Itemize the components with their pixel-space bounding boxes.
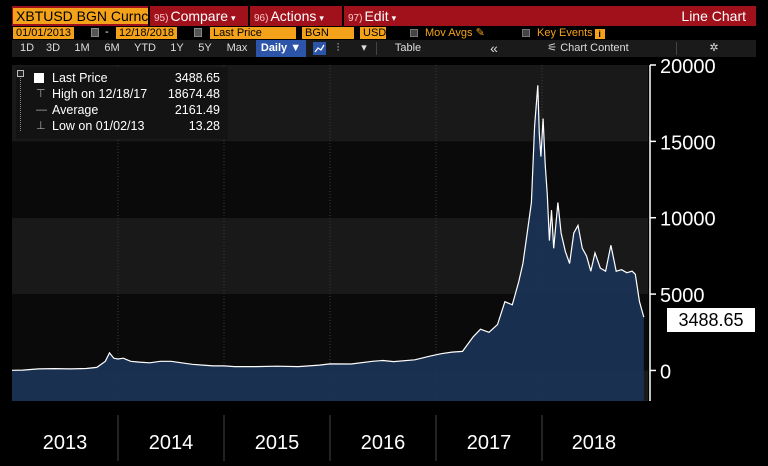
gear-icon[interactable]: ✲ [709,42,719,54]
bar-chart-icon[interactable]: ⫶ [336,42,340,54]
x-tick-label: 2018 [572,432,617,454]
chart-content-button[interactable]: ⚟ Chart Content [547,42,629,54]
chart-legend[interactable]: Last Price 3488.65 ⊤ High on 12/18/17 18… [16,67,228,139]
x-tick-label: 2016 [361,432,406,454]
period-1d[interactable]: 1D [19,42,35,54]
price-area-fill [12,85,644,402]
y-tick-label: 5000 [660,285,705,307]
white-swatch-icon [34,73,44,83]
line-chart-icon[interactable] [313,42,326,55]
chevron-down-icon: ▾ [391,13,397,23]
period-3d[interactable]: 3D [45,42,61,54]
legend-label: Average [52,103,99,117]
actions-menu[interactable]: 96) Actions ▾ [248,6,328,26]
y-tick-label: 20000 [660,57,716,78]
date-range-dash: - [105,26,109,38]
legend-label: Last Price [52,71,108,85]
low-marker-icon: ⊥ [36,120,46,132]
toolbar-divider [376,42,377,55]
mov-avgs-checkbox[interactable] [410,29,418,37]
chart-settings-icon: ⚟ [547,42,558,54]
price-line [11,85,645,371]
quote-strip [0,0,768,6]
legend-value: 13.28 [188,119,220,133]
end-date-field[interactable]: 12/18/2018 [116,27,178,39]
chevron-down-icon: ▾ [231,13,236,23]
edit-menu[interactable]: 97) Edit ▾ [342,6,401,26]
legend-label: Low on 01/02/13 [52,119,145,133]
chevron-down-icon[interactable]: ▾ [361,42,367,54]
source-field[interactable]: BGN [302,27,354,39]
x-tick-label: 2017 [467,432,512,454]
legend-row-last-price: Last Price 3488.65 [16,70,228,86]
legend-label: High on 12/18/17 [52,87,148,101]
chevron-down-icon: ▾ [319,13,324,23]
start-date-field[interactable]: 01/01/2013 [13,27,75,39]
compare-menu-label: Compare [170,8,229,24]
actions-menu-label: Actions [270,8,317,24]
chart-type-title[interactable]: Line Chart [681,8,746,24]
x-axis: 2013 2014 2015 2016 2017 2018 [43,415,616,461]
toolbar: 1D 3D 1M 6M YTD 1Y 5Y Max Daily ▼ ⫶ ▾ Ta… [12,40,756,57]
period-1m[interactable]: 1M [74,42,90,54]
y-tick-label: 15000 [660,132,716,154]
info-icon: i [594,29,605,39]
legend-row-low: ⊥ Low on 01/02/13 13.28 [16,118,228,134]
field-select[interactable]: Last Price [210,27,296,39]
calendar-icon[interactable] [91,28,99,37]
last-price-callout: 3488.65 [667,308,755,332]
frequency-dropdown[interactable]: Daily ▼ [256,40,306,57]
period-ytd[interactable]: YTD [134,42,156,54]
compare-menu[interactable]: 95) Compare ▾ [148,6,240,26]
title-bar: XBTUSD BGN Curncy 95) Compare ▾ 96) Actions… [12,6,756,26]
collapse-box-icon[interactable] [17,70,24,77]
ticker-field[interactable]: XBTUSD BGN Curncy [13,8,159,24]
y-axis: 0 5000 10000 15000 20000 [649,56,716,401]
period-6m[interactable]: 6M [104,42,120,54]
legend-value: 3488.65 [174,71,220,85]
legend-tree-lines [20,73,27,131]
key-events-label[interactable]: Key Events i [537,26,605,40]
toolbar-divider [676,42,677,55]
legend-value: 18674.48 [167,87,220,101]
high-marker-icon: ⊤ [36,88,46,100]
calendar-icon[interactable] [194,28,202,37]
mov-avgs-label[interactable]: Mov Avgs ✎ [425,27,485,39]
chevron-down-icon: ▼ [290,42,302,54]
table-button[interactable]: Table [394,42,422,54]
parameters-bar: 01/01/2013 - 12/18/2018 Last Price BGN U… [12,26,756,40]
period-1y[interactable]: 1Y [170,42,184,54]
pencil-icon: ✎ [475,27,485,39]
y-tick-label: 10000 [660,209,716,231]
average-marker-icon: — [36,104,47,116]
edit-menu-number: 97) [348,13,363,24]
legend-row-high: ⊤ High on 12/18/17 18674.48 [16,86,228,102]
compare-menu-number: 95) [154,13,169,24]
edit-menu-label: Edit [364,8,389,24]
x-tick-label: 2015 [255,432,300,454]
currency-select[interactable]: USD [360,27,386,39]
x-tick-label: 2013 [43,432,88,454]
legend-row-average: — Average 2161.49 [16,102,228,118]
collapse-toggle[interactable]: « [490,40,498,56]
legend-value: 2161.49 [174,103,220,117]
x-tick-label: 2014 [149,432,194,454]
actions-menu-number: 96) [254,13,269,24]
period-5y[interactable]: 5Y [198,42,212,54]
period-max[interactable]: Max [226,42,248,54]
y-tick-label: 0 [660,361,671,383]
key-events-checkbox[interactable] [522,29,530,37]
